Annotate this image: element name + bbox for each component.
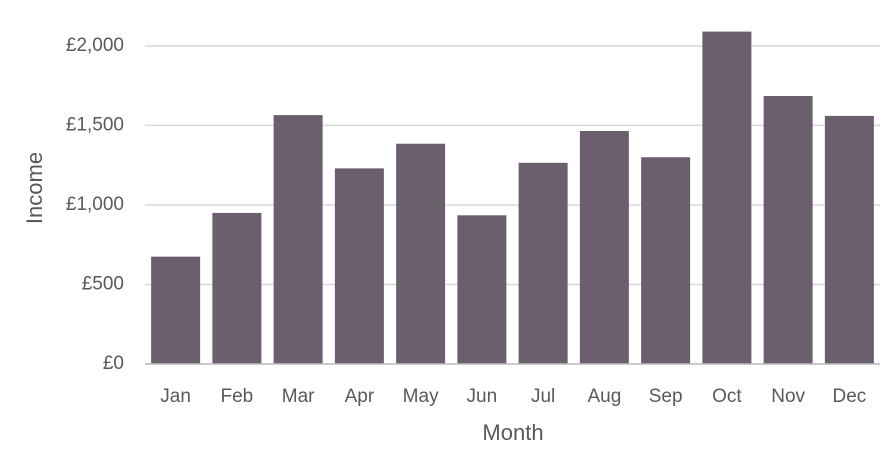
y-tick-label: £1,000 <box>66 194 124 215</box>
bar <box>763 96 813 364</box>
bar <box>334 168 384 364</box>
x-tick-label: Feb <box>221 386 254 407</box>
y-tick-label: £2,000 <box>66 35 124 56</box>
bar <box>396 143 446 364</box>
bar <box>212 212 262 364</box>
x-tick-label: Jun <box>467 386 498 407</box>
y-tick-label: £0 <box>103 353 124 374</box>
x-tick-label: Oct <box>712 386 742 407</box>
x-tick-label: Apr <box>345 386 375 407</box>
x-axis-title: Month <box>482 420 543 445</box>
x-tick-label: May <box>403 386 439 407</box>
x-tick-label: Mar <box>282 386 315 407</box>
x-tick-label: Aug <box>587 386 621 407</box>
x-tick-label: Sep <box>649 386 683 407</box>
x-tick-label: Jan <box>160 386 191 407</box>
bar <box>457 215 507 364</box>
x-tick-label: Nov <box>771 386 805 407</box>
bar <box>273 115 323 364</box>
bar <box>824 115 874 364</box>
bar <box>641 157 691 364</box>
bar <box>151 256 201 364</box>
y-axis-title: Income <box>22 152 47 224</box>
bar <box>579 130 629 364</box>
bar <box>518 162 568 364</box>
y-tick-label: £1,500 <box>66 114 124 135</box>
x-tick-label: Jul <box>531 386 555 407</box>
y-tick-label: £500 <box>82 273 124 294</box>
bar <box>702 31 752 364</box>
x-tick-label: Dec <box>832 386 866 407</box>
